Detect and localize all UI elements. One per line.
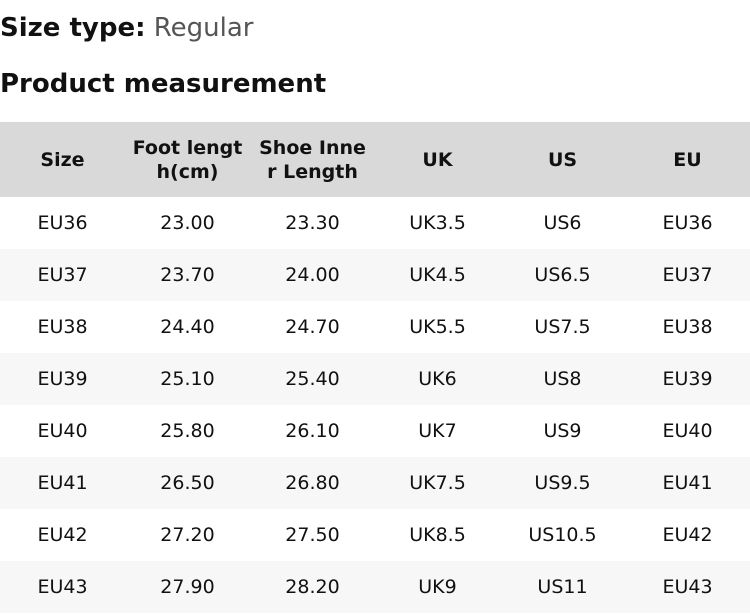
- size-type-value: Regular: [153, 13, 254, 43]
- column-header: US: [500, 122, 625, 197]
- table-cell: 28.20: [250, 561, 375, 613]
- table-cell: EU41: [0, 457, 125, 509]
- column-header: Shoe Inner Length: [250, 122, 375, 197]
- table-cell: 27.20: [160, 524, 215, 546]
- column-header: Foot length(cm): [125, 122, 250, 197]
- table-cell: EU43: [0, 561, 125, 613]
- table-cell: UK7: [418, 420, 457, 442]
- table-cell: US11: [500, 561, 625, 613]
- table-cell: EU42: [37, 524, 88, 546]
- table-row: EU36 23.00 23.30 UK3.5 US6 EU36: [0, 197, 750, 249]
- table-cell: EU39: [625, 353, 750, 405]
- table-cell: US10.5: [528, 524, 597, 546]
- table-row: EU42 27.20 27.50 UK8.5 US10.5 EU42: [0, 509, 750, 561]
- table-row: EU38 24.40 24.70 UK5.5 US7.5 EU38: [0, 301, 750, 353]
- table-cell: EU37: [0, 249, 125, 301]
- table-cell: EU41: [625, 457, 750, 509]
- table-cell: US6.5: [500, 249, 625, 301]
- table-cell: US9: [543, 420, 582, 442]
- table-cell: 27.90: [125, 561, 250, 613]
- table-cell: 26.10: [285, 420, 340, 442]
- table-cell: EU38: [662, 316, 713, 338]
- table-cell: 25.80: [160, 420, 215, 442]
- table-cell: US6: [543, 212, 582, 234]
- table-cell: UK3.5: [409, 212, 466, 234]
- table-cell: EU43: [625, 561, 750, 613]
- table-cell: UK7.5: [375, 457, 500, 509]
- table-cell: UK5.5: [409, 316, 466, 338]
- section-heading: Product measurement: [0, 69, 327, 99]
- table-cell: US8: [500, 353, 625, 405]
- size-type: Size type: Regular: [0, 12, 253, 44]
- table-row: EU37 23.70 24.00 UK4.5 US6.5 EU37: [0, 249, 750, 301]
- table-cell: EU36: [662, 212, 713, 234]
- table-cell: 26.50: [125, 457, 250, 509]
- column-header: EU: [625, 122, 750, 197]
- column-header: Size: [0, 122, 125, 197]
- table-row: EU41 26.50 26.80 UK7.5 US9.5 EU41: [0, 457, 750, 509]
- table-cell: EU39: [0, 353, 125, 405]
- table-cell: 24.40: [160, 316, 215, 338]
- table-cell: 23.70: [125, 249, 250, 301]
- size-type-label: Size type:: [0, 13, 146, 43]
- table-cell: 25.40: [250, 353, 375, 405]
- table-cell: 25.10: [125, 353, 250, 405]
- table-cell: 27.50: [285, 524, 340, 546]
- table-cell: EU40: [37, 420, 88, 442]
- table-cell: EU38: [37, 316, 88, 338]
- table-cell: UK4.5: [375, 249, 500, 301]
- table-cell: UK8.5: [409, 524, 466, 546]
- table-row: EU39 25.10 25.40 UK6 US8 EU39: [0, 353, 750, 405]
- table-row: EU43 27.90 28.20 UK9 US11 EU43: [0, 561, 750, 613]
- table-row: EU40 25.80 26.10 UK7 US9 EU40: [0, 405, 750, 457]
- table-cell: EU37: [625, 249, 750, 301]
- table-cell: 26.80: [250, 457, 375, 509]
- table-cell: 24.70: [285, 316, 340, 338]
- table-cell: EU40: [662, 420, 713, 442]
- table-cell: 23.30: [285, 212, 340, 234]
- table-cell: 24.00: [250, 249, 375, 301]
- table-cell: 23.00: [160, 212, 215, 234]
- table-cell: US7.5: [534, 316, 591, 338]
- table-header-row: Size Foot length(cm) Shoe Inner Length UK US…: [0, 122, 750, 197]
- column-header: UK: [375, 122, 500, 197]
- size-chart-table: Size Foot length(cm) Shoe Inner Length UK US…: [0, 122, 750, 613]
- table-cell: EU42: [662, 524, 713, 546]
- table-cell: UK6: [375, 353, 500, 405]
- table-cell: UK9: [375, 561, 500, 613]
- table-cell: EU36: [37, 212, 88, 234]
- table-cell: US9.5: [500, 457, 625, 509]
